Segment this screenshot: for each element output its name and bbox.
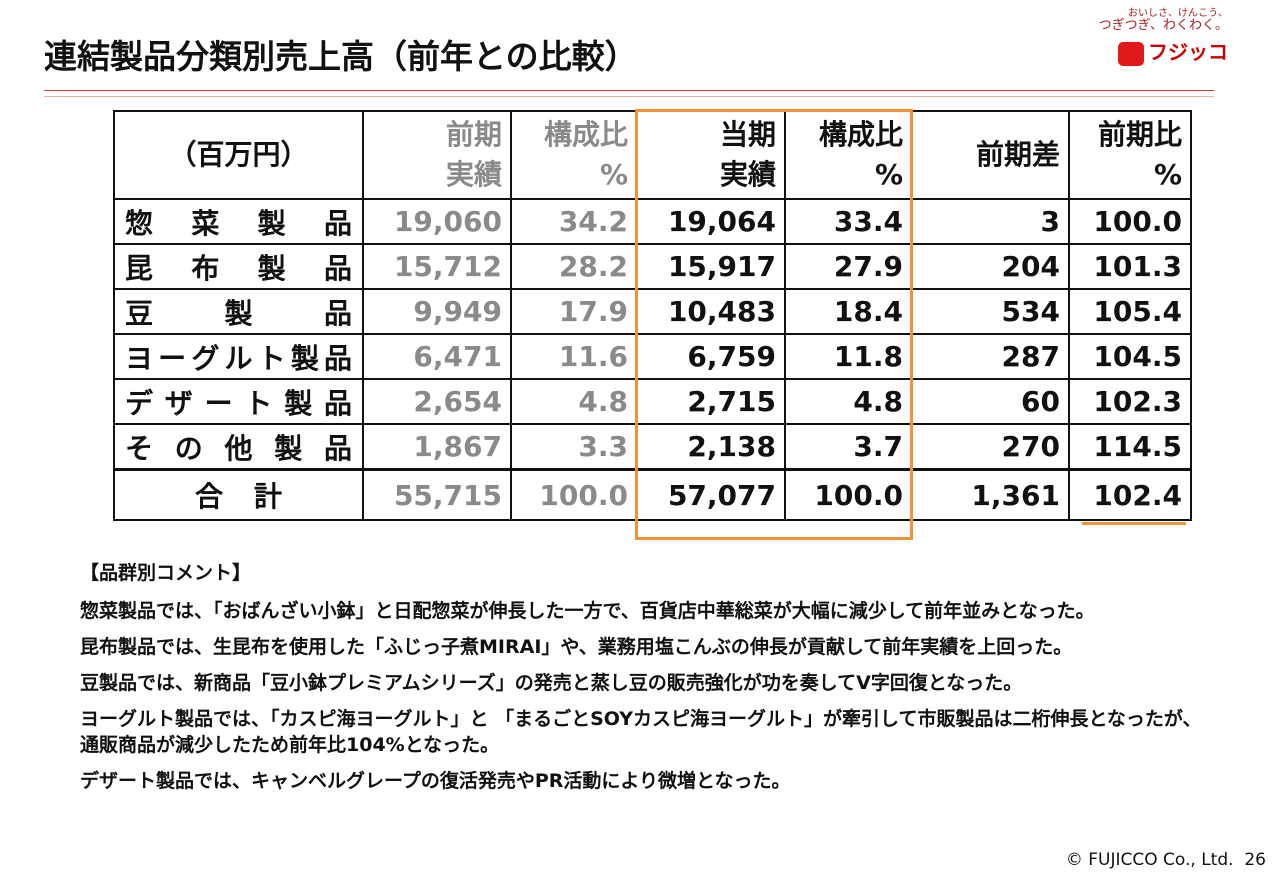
cell: 34.2 <box>510 198 638 245</box>
cell: 2,138 <box>636 423 786 471</box>
tagline: つぎつぎ、わくわく。 <box>1098 18 1228 33</box>
comments-heading: 【品群別コメント】 <box>80 562 252 584</box>
table-row: デザート製品 2,654 4.8 2,715 4.8 60 102.3 <box>113 378 1192 425</box>
cell: 4.8 <box>784 378 913 425</box>
cell: 9,949 <box>362 288 512 335</box>
header-cell: 構成比% <box>784 110 913 200</box>
cell: 15,917 <box>636 243 786 290</box>
header-cell: 前期 実績 <box>362 110 512 200</box>
row-label: 合計 <box>113 468 364 521</box>
cell: 100.0 <box>510 468 638 521</box>
rule <box>44 96 1214 97</box>
header-text: % <box>1153 158 1182 191</box>
header-cell: 前期比% <box>1068 110 1192 200</box>
header-text: 前期 <box>445 118 502 151</box>
comment: 豆製品では、新商品「豆小鉢プレミアムシリーズ」の発売と蒸し豆の販売強化が功を奏し… <box>80 672 1023 694</box>
cell: 101.3 <box>1068 243 1192 290</box>
cell: 100.0 <box>784 468 913 521</box>
header-text: % <box>874 158 903 191</box>
row-label: デザート製品 <box>113 378 364 425</box>
header-text: 前期比 <box>1097 118 1182 151</box>
comments: 【品群別コメント】 惣菜製品では、「おばんざい小鉢」と日配惣菜が伸長した一方で、… <box>80 560 1210 804</box>
highlight-underline <box>1082 522 1186 525</box>
tagline: おいしさ、けんこう、 <box>1128 8 1228 19</box>
cell: 2,654 <box>362 378 512 425</box>
cell: 10,483 <box>636 288 786 335</box>
header-text: 構成比 <box>818 118 903 151</box>
cell: 17.9 <box>510 288 638 335</box>
header-text: 前期差 <box>975 138 1060 171</box>
rule <box>44 90 1214 91</box>
cell: 534 <box>911 288 1070 335</box>
header-text: 実績 <box>445 158 502 191</box>
table-row: 豆製品 9,949 17.9 10,483 18.4 534 105.4 <box>113 288 1192 335</box>
table-row: 昆布製品 15,712 28.2 15,917 27.9 204 101.3 <box>113 243 1192 290</box>
cell: 27.9 <box>784 243 913 290</box>
table-row: 惣菜製品 19,060 34.2 19,064 33.4 3 100.0 <box>113 198 1192 245</box>
cell: 3.3 <box>510 423 638 471</box>
cell: 204 <box>911 243 1070 290</box>
header-cell: 構成比% <box>510 110 638 200</box>
cell: 4.8 <box>510 378 638 425</box>
logo: おいしさ、けんこう、 つぎつぎ、わくわく。 フジッコ <box>1099 8 1228 66</box>
logo-mark <box>1118 41 1144 66</box>
cell: 287 <box>911 333 1070 380</box>
cell: 19,064 <box>636 198 786 245</box>
cell: 102.3 <box>1068 378 1192 425</box>
logo-text: フジッコ <box>1148 40 1228 64</box>
comment: ヨーグルト製品では、「カスピ海ヨーグルト」と 「まるごとSOYカスピ海ヨーグルト… <box>80 708 1202 756</box>
comment: デザート製品では、キャンベルグレープの復活発売やPR活動により微増となった。 <box>80 770 791 792</box>
cell: 11.8 <box>784 333 913 380</box>
cell: 19,060 <box>362 198 512 245</box>
cell: 114.5 <box>1068 423 1192 471</box>
cell: 60 <box>911 378 1070 425</box>
header-text: % <box>599 158 628 191</box>
cell: 33.4 <box>784 198 913 245</box>
header-text: （百万円） <box>168 138 309 171</box>
header-cell: （百万円） <box>113 110 364 200</box>
cell: 55,715 <box>362 468 512 521</box>
header-text: 当期 <box>719 118 776 151</box>
cell: 15,712 <box>362 243 512 290</box>
header-row: （百万円） 前期 実績 構成比% 当期 実績 構成比% 前期差 前期比% <box>113 110 1192 200</box>
header-cell: 前期差 <box>911 110 1070 200</box>
sales-table: （百万円） 前期 実績 構成比% 当期 実績 構成比% 前期差 前期比% 惣菜製品 19,060 34… <box>113 110 1192 521</box>
row-label: 惣菜製品 <box>113 198 364 245</box>
cell: 3 <box>911 198 1070 245</box>
cell: 1,361 <box>911 468 1070 521</box>
row-label: その他製品 <box>113 423 364 471</box>
cell: 105.4 <box>1068 288 1192 335</box>
cell: 6,759 <box>636 333 786 380</box>
cell: 2,715 <box>636 378 786 425</box>
table-row: 合計 55,715 100.0 57,077 100.0 1,361 102.4 <box>113 468 1192 521</box>
header-cell: 当期 実績 <box>636 110 786 200</box>
comment: 惣菜製品では、「おばんざい小鉢」と日配惣菜が伸長した一方で、百貨店中華総菜が大幅… <box>80 600 1095 622</box>
logo-name: フジッコ <box>1099 36 1228 66</box>
page-number: 26 <box>1244 850 1266 870</box>
table-row: ヨーグルト製品 6,471 11.6 6,759 11.8 287 104.5 <box>113 333 1192 380</box>
cell: 57,077 <box>636 468 786 521</box>
cell: 104.5 <box>1068 333 1192 380</box>
footer: © FUJICCO Co., Ltd. 26 <box>1066 850 1266 870</box>
row-label: 昆布製品 <box>113 243 364 290</box>
copyright: © FUJICCO Co., Ltd. <box>1065 850 1234 870</box>
header-text: 構成比 <box>543 118 628 151</box>
cell: 28.2 <box>510 243 638 290</box>
cell: 270 <box>911 423 1070 471</box>
cell: 102.4 <box>1068 468 1192 521</box>
cell: 3.7 <box>784 423 913 471</box>
comment: 昆布製品では、生昆布を使用した「ふじっ子煮MIRAI」や、業務用塩こんぶの伸長が… <box>80 636 1073 658</box>
cell: 18.4 <box>784 288 913 335</box>
header-text: 実績 <box>719 158 776 191</box>
cell: 6,471 <box>362 333 512 380</box>
cell: 11.6 <box>510 333 638 380</box>
cell: 1,867 <box>362 423 512 471</box>
cell: 100.0 <box>1068 198 1192 245</box>
row-label: ヨーグルト製品 <box>113 333 364 380</box>
row-label: 豆製品 <box>113 288 364 335</box>
title: 連結製品分類別売上高（前年との比較） <box>44 37 638 76</box>
table-row: その他製品 1,867 3.3 2,138 3.7 270 114.5 <box>113 423 1192 471</box>
